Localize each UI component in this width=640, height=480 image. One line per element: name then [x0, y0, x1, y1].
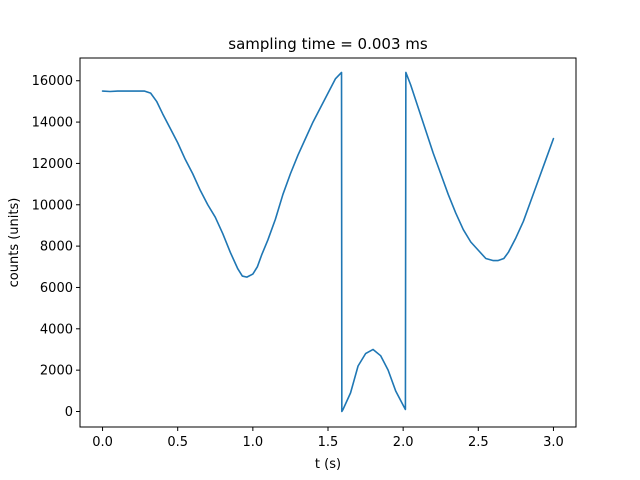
x-tick-label: 1.0 — [243, 435, 264, 450]
axes-frame — [79, 57, 577, 428]
y-axis-label: counts (units) — [7, 198, 22, 288]
y-tick-label: 0 — [65, 405, 73, 420]
x-tick-label: 0.0 — [92, 435, 113, 450]
x-tick-label: 2.5 — [468, 435, 489, 450]
y-tick-label: 6000 — [40, 281, 73, 296]
y-tick-label: 8000 — [40, 240, 73, 255]
y-tick-label: 2000 — [40, 364, 73, 379]
y-tick-label: 12000 — [32, 157, 73, 172]
y-tick-label: 16000 — [32, 74, 73, 89]
chart-title: sampling time = 0.003 ms — [228, 35, 428, 53]
y-tick-label: 10000 — [32, 198, 73, 213]
plot-layer — [101, 71, 555, 413]
y-tick-label: 14000 — [32, 116, 73, 131]
x-tick-label: 1.5 — [318, 435, 339, 450]
series-line — [101, 71, 555, 413]
x-tick-label: 0.5 — [167, 435, 188, 450]
x-axis-label: t (s) — [315, 457, 341, 472]
y-tick-label: 4000 — [40, 322, 73, 337]
x-tick-label: 3.0 — [543, 435, 564, 450]
tick-layer: 0.0 0.5 1.0 1.5 2.0 2.5 3.0 0 2000 4000 6000 8000 10… — [32, 74, 564, 450]
x-tick-label: 2.0 — [393, 435, 414, 450]
